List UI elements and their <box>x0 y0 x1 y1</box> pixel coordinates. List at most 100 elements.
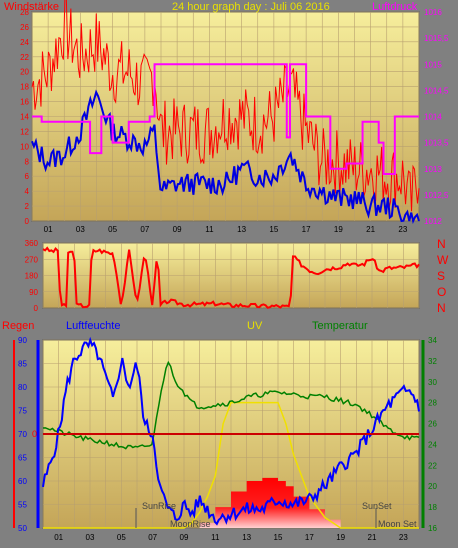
humidity-tick-label: 70 <box>18 430 27 439</box>
temperature-tick-label: 28 <box>428 399 437 408</box>
wind-tick-label: 6 <box>25 172 30 181</box>
compass-label: O <box>437 285 446 299</box>
wind-gust-line <box>31 0 420 212</box>
compass-label: N <box>437 237 446 251</box>
temperature-tick-label: 24 <box>428 440 437 449</box>
rain-zero-label: 0 <box>32 429 37 439</box>
direction-tick-label: 90 <box>29 288 38 297</box>
hour-tick-label: 21 <box>366 225 375 233</box>
hour-tick-label: 23 <box>398 225 407 233</box>
hour-tick-label: 09 <box>180 533 189 542</box>
hour-tick-label: 15 <box>269 225 278 233</box>
hour-tick-label: 05 <box>117 533 126 542</box>
hour-tick-label: 13 <box>237 225 246 233</box>
pressure-tick-label: 1014 <box>424 113 442 122</box>
moonrise-label: MoonRise <box>170 519 211 529</box>
compass-label: W <box>437 253 449 267</box>
hour-tick-label: 05 <box>108 225 117 233</box>
uv-line <box>43 401 419 529</box>
chart-title: 24 hour graph day : Juli 06 2016 <box>172 1 330 13</box>
pressure-tick-label: 1013,5 <box>424 139 449 148</box>
temperature-tick-label: 16 <box>428 524 437 533</box>
temperature-tick-label: 34 <box>428 336 437 345</box>
pressure-tick-label: 1013 <box>424 165 442 174</box>
temperature-tick-label: 30 <box>428 378 437 387</box>
wind-tick-label: 8 <box>25 157 30 166</box>
sunrise-label: SunRise <box>142 501 176 511</box>
pressure-tick-label: 1014,5 <box>424 86 449 95</box>
humidity-line <box>42 336 420 526</box>
moonset-label: Moon Set <box>378 519 417 529</box>
humidity-tick-label: 80 <box>18 383 27 392</box>
rain-axis-title: Regen <box>2 320 34 332</box>
wind-tick-label: 28 <box>20 8 29 17</box>
hour-tick-label: 03 <box>76 225 85 233</box>
temperature-tick-label: 18 <box>428 503 437 512</box>
wind-tick-label: 4 <box>25 187 30 196</box>
wind-tick-label: 20 <box>20 68 29 77</box>
wind-tick-label: 0 <box>25 217 30 226</box>
wind-tick-label: 22 <box>20 53 29 62</box>
temperature-tick-label: 26 <box>428 420 437 429</box>
hour-tick-label: 09 <box>173 225 182 233</box>
hour-tick-label: 11 <box>211 533 220 542</box>
hour-tick-label: 03 <box>86 533 95 542</box>
compass-label: N <box>437 301 446 315</box>
hour-tick-label: 21 <box>368 533 377 542</box>
hour-tick-label: 01 <box>54 533 63 542</box>
wind-tick-label: 26 <box>20 23 29 32</box>
pressure-line <box>32 63 419 175</box>
wind-tick-label: 2 <box>25 202 30 211</box>
hour-tick-label: 07 <box>140 225 149 233</box>
wind-pressure-panel: 0 2 4 6 8 10 12 14 16 18 20 22 24 26 28 1012 1012,5 1013… <box>0 0 458 234</box>
wind-direction-line <box>42 246 420 309</box>
temperature-axis-title: Temperatur <box>312 320 368 332</box>
hour-tick-label: 07 <box>148 533 157 542</box>
temperature-line <box>42 360 420 450</box>
wind-tick-label: 10 <box>20 142 29 151</box>
uv-axis-title: UV <box>247 320 263 332</box>
humidity-axis-title: Luftfeuchte <box>66 320 120 332</box>
hour-tick-label: 01 <box>44 225 53 233</box>
wind-tick-label: 24 <box>20 38 29 47</box>
direction-tick-label: 0 <box>34 304 39 313</box>
humidity-tick-label: 85 <box>18 360 27 369</box>
humidity-tick-label: 50 <box>18 524 27 533</box>
pressure-tick-label: 1015,5 <box>424 34 449 43</box>
sunset-label: SunSet <box>362 501 392 511</box>
hour-tick-label: 17 <box>305 533 314 542</box>
compass-label: S <box>437 269 445 283</box>
hour-tick-label: 11 <box>205 225 214 233</box>
humidity-tick-label: 90 <box>18 336 27 345</box>
humidity-tick-label: 65 <box>18 454 27 463</box>
wind-tick-label: 18 <box>20 83 29 92</box>
direction-tick-label: 180 <box>25 272 39 281</box>
wind-tick-label: 12 <box>20 127 29 136</box>
temperature-tick-label: 32 <box>428 357 437 366</box>
pressure-tick-label: 1012,5 <box>424 191 449 200</box>
humidity-tick-label: 75 <box>18 407 27 416</box>
hour-tick-label: 19 <box>336 533 345 542</box>
direction-tick-label: 360 <box>25 239 39 248</box>
pressure-tick-label: 1016 <box>424 8 442 17</box>
temperature-tick-label: 22 <box>428 461 437 470</box>
pressure-tick-label: 1012 <box>424 217 442 226</box>
pressure-tick-label: 1015 <box>424 60 442 69</box>
wind-tick-label: 16 <box>20 98 29 107</box>
hour-tick-label: 15 <box>274 533 283 542</box>
wind-axis-title: Windstärke <box>4 1 59 13</box>
hour-tick-label: 13 <box>242 533 251 542</box>
climate-panel: 50 55 60 65 70 75 80 85 90 16 18 20 22 24 26 28 30 32 34 … <box>0 318 458 543</box>
humidity-tick-label: 55 <box>18 501 27 510</box>
wind-average-line <box>31 89 420 225</box>
hour-tick-label: 23 <box>399 533 408 542</box>
temperature-tick-label: 20 <box>428 482 437 491</box>
direction-tick-label: 270 <box>25 255 39 264</box>
pressure-axis-title: Luftdruck <box>372 1 418 13</box>
hour-tick-label: 17 <box>302 225 311 233</box>
